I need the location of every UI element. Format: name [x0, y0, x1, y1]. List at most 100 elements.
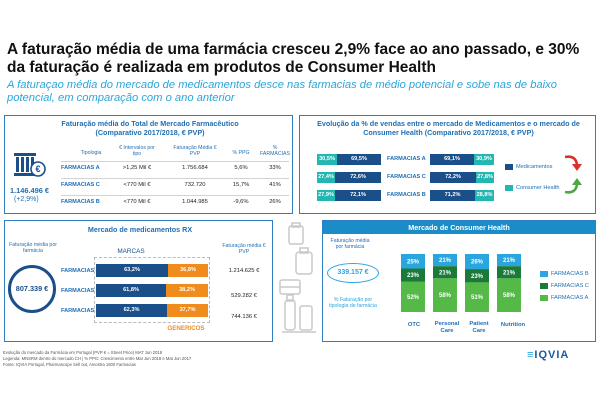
evo-bar-med-2017: 72,1% [335, 190, 381, 201]
stack-value-label: 58% [439, 293, 452, 299]
stack-value-label: 25% [407, 259, 420, 265]
total-row-label: FARMACIAS B [61, 199, 100, 205]
evo-bar-ch-2018: 27,8% [476, 172, 494, 183]
genericos-label: GENERICOS [167, 325, 205, 332]
marcas-label: MARCAS [117, 248, 145, 255]
footer-note: Evolução do mercado da Farmácia em Portu… [3, 350, 163, 355]
stack-value-label: 21% [439, 270, 452, 276]
consumer-kpi-oval [327, 263, 379, 283]
total-cell-avg: 1.756.684 [182, 165, 208, 171]
stack-segment [401, 281, 425, 312]
pharmacy-shelf-illustration [279, 222, 316, 333]
col-header-tipologia: Tipologia [80, 150, 102, 156]
stack-segment [497, 254, 521, 267]
stack-value-label: 58% [503, 293, 516, 299]
total-cell-ppg: 5,6% [234, 165, 248, 171]
legend-label-farmacias-b: FARMACIAS B [551, 271, 589, 277]
stack-value-label: 51% [471, 295, 484, 301]
consumer-note: % Faturação por tipologia de farmácia [329, 297, 377, 309]
col-header-interval: € Intervalos por tipo [119, 145, 155, 157]
stack-segment [465, 254, 489, 270]
legend-label-farmacias-a: FARMACIAS A [551, 295, 589, 301]
evo-bar-ch-2018: 28,8% [475, 190, 494, 201]
total-cell-ppg: -9,6% [233, 199, 249, 205]
total-cell-avg: 732.720 [184, 182, 206, 188]
stack-segment [433, 266, 457, 279]
legend-swatch-farmacias-a [540, 295, 548, 301]
medicines-kpi-label: Faturação média por farmácia [9, 242, 57, 254]
evo-row-label: FARMACIAS B [387, 192, 426, 198]
page-subtitle: A faturaçao média do mercado de medicame… [7, 79, 557, 104]
marcas-bar: 63,2% [96, 264, 168, 277]
legend-label-farmacias-c: FARMACIAS C [551, 283, 589, 289]
total-cell-interval: <770 Mil € [123, 182, 151, 188]
total-kpi-value: 1.146.496 € [10, 186, 50, 195]
evo-bar-ch-2017: 27,4% [317, 172, 335, 183]
medicines-right-header: Faturação média € PVP [222, 243, 266, 255]
stack-segment [433, 278, 457, 312]
evo-bar-med-2018: 72,2% [430, 172, 476, 183]
med-row-label: FARMACIAS C [61, 288, 100, 294]
stack-segment [465, 282, 489, 312]
medicines-kpi-circle [8, 265, 56, 313]
bank-icon: € [14, 153, 46, 177]
genericos-bar: 37,7% [167, 304, 208, 317]
stack-segment [497, 266, 521, 279]
genericos-bar: 36,8% [168, 264, 208, 277]
med-row-label: FARMACIAS B [61, 308, 100, 314]
stack-segment [465, 269, 489, 283]
stack-value-label: 26% [471, 260, 484, 266]
stack-segment [433, 254, 457, 267]
panel-consumer-health: Mercado de Consumer Health Faturação méd… [322, 220, 596, 342]
stack-value-label: 23% [471, 274, 484, 280]
legend-swatch-consumer-health [505, 185, 513, 191]
evo-row-label: FARMACIAS A [387, 156, 426, 162]
panel-total-market: Faturação média do Total de Mercado Farm… [4, 115, 293, 214]
panel-evolution-title: Evolução da % de vendas entre o mercado … [317, 119, 580, 137]
bars-frame [94, 257, 210, 323]
total-cell-pct: 41% [269, 182, 281, 188]
legend-swatch-medicamentos [505, 164, 513, 170]
total-cell-pct: 26% [269, 199, 281, 205]
iqvia-logo-text: IQVIA [534, 349, 570, 361]
total-cell-pct: 33% [269, 165, 281, 171]
stack-value-label: 21% [503, 270, 516, 276]
total-cell-ppg: 15,7% [232, 182, 250, 188]
col-header-ppg: % PPG [232, 150, 250, 156]
med-row-label: FARMACIAS A [61, 268, 100, 274]
total-cell-interval: <770 Mil € [123, 199, 151, 205]
consumer-health-chart: 25% 23% 52% 21% 21% 58% 26% 23% 51% 21% 21% 58% [401, 254, 521, 312]
category-label: Patient Care [469, 321, 489, 334]
marcas-bar: 61,8% [96, 284, 166, 297]
evo-bar-med-2017: 69,5% [337, 154, 381, 165]
page-title: A faturação média de uma farmácia cresce… [7, 41, 580, 76]
legend-label-medicamentos: Medicamentos [516, 164, 553, 170]
stack-value-label: 52% [407, 295, 420, 301]
col-header-pct: % FARMÁCIAS [260, 145, 290, 157]
arrow-down-icon [564, 155, 582, 171]
panel-medicines: Mercado de medicamentos RX Faturação méd… [4, 220, 273, 342]
col-header-avg: Faturação Média € PVP [173, 145, 217, 157]
legend-swatch-farmacias-c [540, 283, 548, 289]
iqvia-logo-mark: ≡ [527, 349, 535, 361]
category-label: Personal Care [434, 321, 460, 334]
med-value: 529.282 € [231, 293, 257, 299]
marcas-bar: 62,3% [96, 304, 167, 317]
consumer-kpi-value: 339.157 € [337, 269, 369, 276]
stack-value-label: 21% [503, 258, 516, 264]
total-kpi-change: (+2,9%) [14, 196, 39, 203]
stack-value-label: 21% [439, 258, 452, 264]
panel-total-title: Faturação média do Total de Mercado Farm… [61, 119, 239, 137]
med-value: 744.136 € [231, 314, 257, 320]
panel-consumer-title: Mercado de Consumer Health [408, 223, 510, 232]
evo-row-label: FARMACIAS C [387, 174, 426, 180]
consumer-title-bar [323, 221, 595, 234]
consumer-kpi-label: Faturação média por farmácia [330, 238, 370, 250]
total-cell-interval: >1,25 Mil € [122, 165, 152, 171]
genericos-bar: 38,2% [166, 284, 208, 297]
evo-bar-med-2018: 69,1% [430, 154, 474, 165]
category-label: Nutrition [500, 322, 526, 328]
evo-bar-med-2017: 72,6% [335, 172, 381, 183]
iqvia-logo: ≡IQVIA [527, 349, 569, 361]
panel-evolution: Evolução da % de vendas entre o mercado … [299, 115, 596, 214]
